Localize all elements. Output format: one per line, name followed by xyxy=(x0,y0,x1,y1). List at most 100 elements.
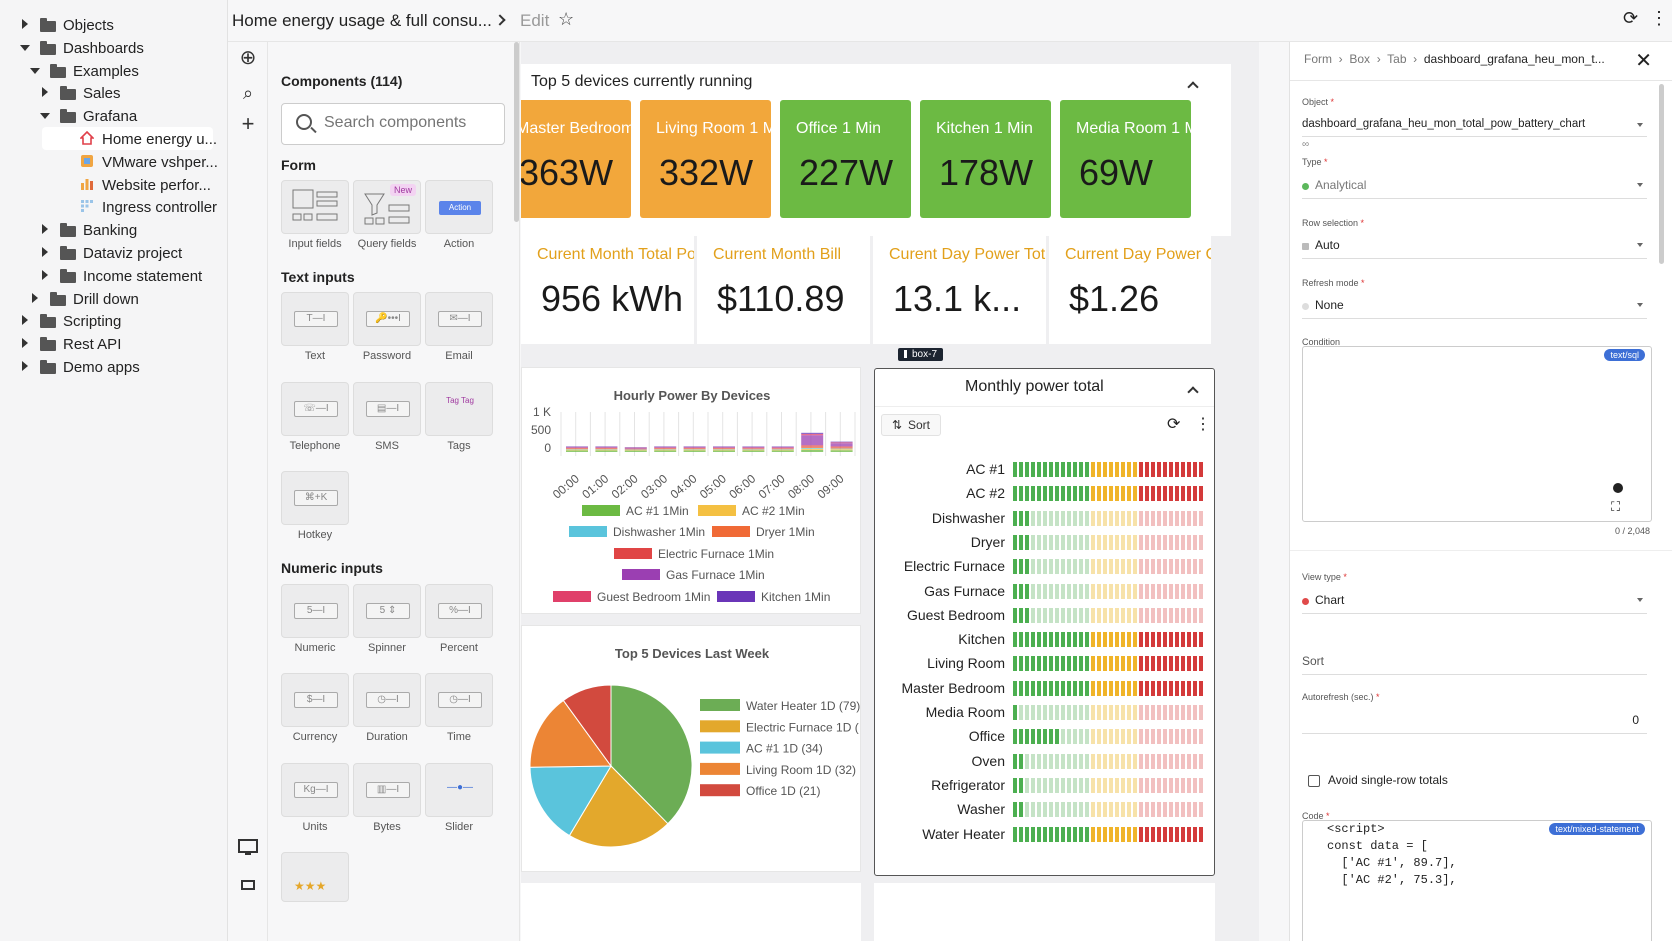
tree-item[interactable]: Examples xyxy=(0,59,227,82)
component-tile[interactable]: ▥—I xyxy=(353,763,421,817)
device-stat-card[interactable]: Office 1 Min 227W xyxy=(780,100,911,218)
tree-item[interactable]: Rest API xyxy=(0,332,227,355)
hourly-bar-segment[interactable] xyxy=(771,449,794,451)
hourly-bar-segment[interactable] xyxy=(654,446,677,448)
hourly-bar-segment[interactable] xyxy=(713,448,735,449)
hourly-bar-segment[interactable] xyxy=(742,446,765,448)
hourly-bar-segment[interactable] xyxy=(830,443,853,447)
hourly-bar-segment[interactable] xyxy=(801,435,824,446)
caret-right-icon[interactable] xyxy=(22,360,28,371)
device-stat-card[interactable]: Kitchen 1 Min 178W xyxy=(920,100,1051,218)
current-stat-card[interactable]: Curent Month Total Power 956 kWh xyxy=(521,226,694,344)
collapse-chevron-icon[interactable] xyxy=(1187,386,1199,398)
hourly-bar-segment[interactable] xyxy=(624,448,647,450)
legend-label[interactable]: Electric Furnace 1Min xyxy=(658,547,774,561)
code-editor[interactable]: text/mixed-statement <script> const data… xyxy=(1302,820,1652,941)
plus-icon[interactable]: + xyxy=(241,111,255,136)
hourly-bar-segment[interactable] xyxy=(566,447,588,448)
tree-item[interactable]: Income statement xyxy=(0,264,227,287)
hourly-bar-segment[interactable] xyxy=(830,446,853,448)
legend-swatch[interactable] xyxy=(700,741,740,754)
add-circle-icon[interactable]: ⊕ xyxy=(239,47,257,69)
gauge-row[interactable]: Oven xyxy=(875,749,1215,773)
edit-mode-label[interactable]: Edit xyxy=(520,11,550,30)
component-tile[interactable]: 5—I xyxy=(281,584,349,638)
hourly-bar-segment[interactable] xyxy=(624,450,647,452)
components-scrollbar[interactable] xyxy=(514,42,519,222)
hourly-bar-segment[interactable] xyxy=(566,448,588,449)
legend-swatch[interactable] xyxy=(700,762,740,775)
desktop-icon[interactable] xyxy=(236,839,260,863)
hourly-bar-segment[interactable] xyxy=(595,446,618,447)
hourly-bar-segment[interactable] xyxy=(713,450,735,452)
legend-label[interactable]: AC #1 1D (34) xyxy=(746,742,823,756)
caret-right-icon[interactable] xyxy=(42,224,48,235)
hourly-bar-segment[interactable] xyxy=(683,449,706,451)
hourly-bar-segment[interactable] xyxy=(624,447,647,449)
hourly-bar-segment[interactable] xyxy=(683,450,706,452)
hourly-bar-segment[interactable] xyxy=(654,447,677,448)
gauge-row[interactable]: Electric Furnace xyxy=(875,554,1215,578)
legend-swatch[interactable] xyxy=(553,591,591,602)
hourly-bar-segment[interactable] xyxy=(830,450,853,452)
hourly-bar-segment[interactable] xyxy=(742,448,765,450)
sort-button[interactable]: ⇅ Sort xyxy=(881,414,941,436)
link-icon[interactable]: ∞ xyxy=(1302,139,1310,150)
collapse-chevron-icon[interactable] xyxy=(1187,81,1199,93)
hourly-bar-segment[interactable] xyxy=(566,446,588,448)
more-menu-icon[interactable]: ⋮ xyxy=(1650,8,1668,28)
legend-label[interactable]: Gas Furnace 1Min xyxy=(666,568,765,582)
caret-right-icon[interactable] xyxy=(32,292,38,303)
device-stat-card[interactable]: Living Room 1 Min 332W xyxy=(640,100,771,218)
hourly-bar-segment[interactable] xyxy=(595,448,618,449)
tablet-icon[interactable] xyxy=(236,872,260,896)
hourly-bar-segment[interactable] xyxy=(654,446,677,447)
tree-item[interactable]: VMware vshper... xyxy=(0,150,227,173)
caret-down-icon[interactable] xyxy=(30,67,40,74)
hourly-bar-segment[interactable] xyxy=(595,447,618,448)
autorefresh-input[interactable]: 0 xyxy=(1302,713,1647,734)
hourly-bar-segment[interactable] xyxy=(801,434,824,436)
current-stat-card[interactable]: Current Month Bill $110.89 xyxy=(697,226,870,344)
caret-right-icon[interactable] xyxy=(22,338,28,349)
hourly-bar-segment[interactable] xyxy=(801,432,824,434)
pie-slice[interactable] xyxy=(529,699,612,768)
hourly-bar-segment[interactable] xyxy=(566,449,588,451)
hourly-bar-segment[interactable] xyxy=(654,450,677,452)
legend-label[interactable]: Kitchen 1Min xyxy=(761,590,830,604)
device-stat-card[interactable]: Master Bedroom 1 Min 363W xyxy=(521,100,631,218)
hourly-bar-segment[interactable] xyxy=(595,449,618,451)
hourly-bar-segment[interactable] xyxy=(683,448,706,450)
component-tile[interactable]: 🔑•••I xyxy=(353,292,421,346)
legend-swatch[interactable] xyxy=(700,784,740,797)
hourly-bar-segment[interactable] xyxy=(771,448,794,449)
caret-right-icon[interactable] xyxy=(22,19,28,29)
row-selection-select[interactable]: Auto xyxy=(1302,238,1647,259)
caret-right-icon[interactable] xyxy=(42,87,48,98)
caret-right-icon[interactable] xyxy=(42,246,48,257)
component-tile[interactable]: ☏—I xyxy=(281,382,349,436)
hourly-bar-segment[interactable] xyxy=(742,447,765,449)
hourly-bar-segment[interactable] xyxy=(801,446,824,448)
tree-item[interactable]: Dataviz project xyxy=(0,241,227,264)
hourly-bar-segment[interactable] xyxy=(742,446,765,447)
component-tile[interactable]: T—I xyxy=(281,292,349,346)
type-select[interactable]: Analytical xyxy=(1302,178,1647,199)
hourly-bar-segment[interactable] xyxy=(801,445,824,447)
close-icon[interactable]: ✕ xyxy=(1635,50,1652,72)
favorite-star-icon[interactable]: ☆ xyxy=(558,9,575,29)
current-stat-card[interactable]: Current Day Power Cost $1.26 xyxy=(1049,226,1211,344)
legend-label[interactable]: AC #1 1Min xyxy=(626,504,689,518)
gauge-row[interactable]: Master Bedroom xyxy=(875,676,1215,700)
props-scrollbar[interactable] xyxy=(1659,84,1664,264)
legend-swatch[interactable] xyxy=(614,548,652,559)
hourly-bar-segment[interactable] xyxy=(595,450,618,452)
hourly-panel[interactable]: Hourly Power By Devices 1 K 500 0 00:00 01:0… xyxy=(521,367,861,614)
hourly-bar-segment[interactable] xyxy=(801,448,824,450)
gauge-row[interactable]: AC #1 xyxy=(875,457,1215,481)
hourly-bar-segment[interactable] xyxy=(595,449,618,450)
gauge-row[interactable]: Washer xyxy=(875,797,1215,821)
hourly-bar-segment[interactable] xyxy=(654,449,677,451)
hourly-bar-segment[interactable] xyxy=(771,446,794,448)
gauge-row[interactable]: Media Room xyxy=(875,700,1215,724)
